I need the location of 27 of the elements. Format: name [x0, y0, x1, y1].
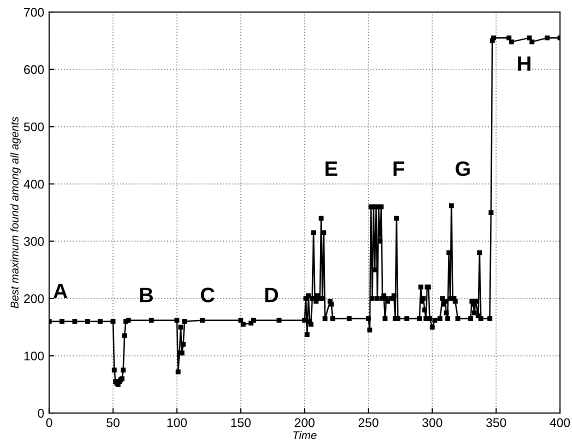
- annotation: B: [140, 288, 153, 302]
- annotation: D: [265, 288, 278, 302]
- x-tick-label: 50: [106, 418, 120, 428]
- y-tick-label: 400: [24, 180, 44, 189]
- annotation: C: [200, 288, 214, 302]
- x-tick-label: 150: [231, 418, 251, 428]
- annotation: A: [53, 284, 68, 298]
- x-tick-label: 300: [422, 418, 442, 428]
- y-tick-label: 700: [24, 8, 44, 17]
- x-axis-title: Time: [293, 430, 316, 440]
- y-tick-label: 300: [24, 237, 44, 246]
- x-tick-label: 400: [550, 418, 570, 428]
- x-tick-label: 200: [294, 418, 315, 428]
- y-axis-title: Best maximum found among all agents: [10, 116, 21, 308]
- y-tick-label: 0: [38, 408, 44, 418]
- y-tick-label: 200: [24, 294, 44, 304]
- y-tick-label: 600: [24, 65, 44, 74]
- annotation: H: [518, 56, 530, 71]
- x-tick-label: 250: [358, 418, 378, 428]
- y-tick-label: 500: [24, 122, 44, 132]
- y-tick-label: 100: [24, 352, 44, 360]
- annotation: G: [456, 161, 470, 176]
- x-tick-label: 350: [486, 418, 506, 428]
- x-tick-label: 100: [167, 418, 187, 428]
- annotation: E: [326, 162, 338, 176]
- x-tick-label: 0: [46, 418, 52, 428]
- annotation: F: [394, 162, 404, 176]
